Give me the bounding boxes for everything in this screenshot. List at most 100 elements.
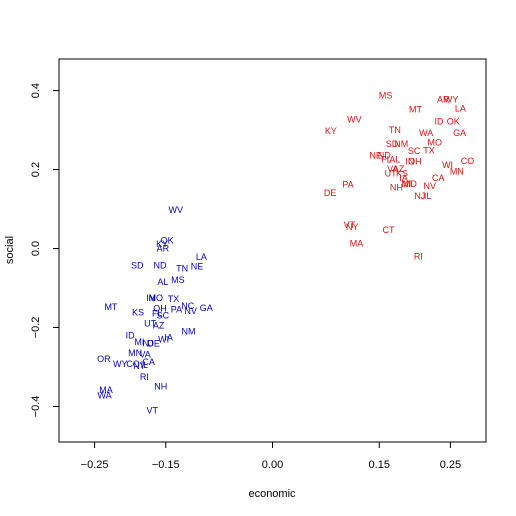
point-label: NY <box>133 361 146 371</box>
point-label: VA <box>387 164 398 174</box>
point-label: LA <box>455 103 466 113</box>
point-label: FL <box>152 309 163 319</box>
point-label: CA <box>142 357 155 367</box>
point-label: NH <box>390 182 403 192</box>
point-label: SD <box>386 139 399 149</box>
point-label: MD <box>403 179 417 189</box>
point-label: IA <box>399 173 408 183</box>
point-label: NY <box>346 222 359 232</box>
point-label: VT <box>146 405 158 415</box>
point-label: TX <box>168 294 180 304</box>
point-label: MO <box>428 138 443 148</box>
point-label: AZ <box>153 321 165 331</box>
x-tick-label: 0.00 <box>262 459 283 471</box>
point-label: GA <box>200 303 213 313</box>
point-label: WI <box>442 160 453 170</box>
point-label: WY <box>113 359 128 369</box>
point-label: OK <box>447 116 460 126</box>
point-label: IA <box>164 332 173 342</box>
point-label: OH <box>408 157 422 167</box>
point-label: NV <box>184 306 197 316</box>
point-label: MS <box>379 91 393 101</box>
point-label: RI <box>140 372 149 382</box>
point-label: OR <box>97 354 111 364</box>
point-label: WA <box>419 128 433 138</box>
point-label: SD <box>131 261 144 271</box>
point-label: TX <box>423 146 435 156</box>
point-label: MT <box>409 105 422 115</box>
point-label: CA <box>432 173 445 183</box>
point-label: WA <box>97 390 111 400</box>
point-label: TN <box>389 125 401 135</box>
point-label: NJ <box>142 338 153 348</box>
point-label: WV <box>168 205 183 215</box>
point-label: WI <box>158 334 169 344</box>
point-label: NE <box>369 151 382 161</box>
point-label: OH <box>153 304 167 314</box>
point-label: MO <box>149 293 164 303</box>
point-label: UT <box>385 169 397 179</box>
point-label: TN <box>176 263 188 273</box>
point-label: AR <box>437 94 450 104</box>
point-label: NH <box>154 382 167 392</box>
point-label: KS <box>132 307 144 317</box>
y-tick-label: −0.2 <box>30 317 42 339</box>
x-axis: −0.25 −0.15 0.00 0.15 0.25 <box>81 442 461 471</box>
point-label: MI <box>401 179 411 189</box>
point-label: AZ <box>393 164 405 174</box>
point-label: OK <box>161 236 174 246</box>
x-tick-label: 0.15 <box>369 459 390 471</box>
y-tick-label: −0.4 <box>30 396 42 418</box>
point-label: KS <box>396 169 408 179</box>
point-label: MA <box>350 238 364 248</box>
y-tick-label: 0.2 <box>30 162 42 177</box>
point-label: VA <box>139 349 150 359</box>
point-label: UT <box>144 319 156 329</box>
point-label: AL <box>389 155 400 165</box>
x-tick-label: −0.25 <box>81 459 109 471</box>
point-label: CO <box>126 359 140 369</box>
point-label: ND <box>378 151 391 161</box>
point-label: MT <box>104 302 117 312</box>
point-label: FL <box>381 155 392 165</box>
point-label: MN <box>450 167 464 177</box>
point-label: VT <box>344 220 356 230</box>
x-tick-label: −0.15 <box>152 459 180 471</box>
point-label: MS <box>171 275 185 285</box>
point-label: ND <box>154 261 167 271</box>
point-label: MI <box>134 337 144 347</box>
point-label: MN <box>128 348 142 358</box>
y-axis: 0.4 0.2 0.0 −0.2 −0.4 <box>30 83 59 417</box>
x-axis-label: economic <box>248 488 296 500</box>
point-label: IN <box>146 293 155 303</box>
point-label: SC <box>408 146 421 156</box>
point-label: IL <box>141 360 149 370</box>
point-label: ID <box>435 116 445 126</box>
point-label: IL <box>424 191 432 201</box>
point-label: NV <box>424 181 437 191</box>
x-tick-label: 0.25 <box>440 459 461 471</box>
point-label: LA <box>196 252 207 262</box>
point-label: NJ <box>414 191 425 201</box>
point-label: DE <box>147 338 160 348</box>
y-tick-label: 0.0 <box>30 241 42 256</box>
point-label: PA <box>342 180 353 190</box>
point-label: RI <box>414 251 423 261</box>
point-label: CT <box>383 225 395 235</box>
point-label: AR <box>157 244 170 254</box>
point-label: SC <box>157 311 170 321</box>
y-axis-label: social <box>4 236 16 264</box>
point-label: ID <box>126 330 136 340</box>
point-label: MA <box>99 385 113 395</box>
point-label: PA <box>171 305 182 315</box>
point-label: AL <box>157 277 168 287</box>
point-label: CO <box>461 156 475 166</box>
point-label: KY <box>325 126 337 136</box>
point-label: KY <box>156 239 168 249</box>
point-label: NM <box>182 326 196 336</box>
y-tick-label: 0.4 <box>30 83 42 98</box>
point-label: WY <box>444 94 459 104</box>
point-label: NM <box>394 139 408 149</box>
